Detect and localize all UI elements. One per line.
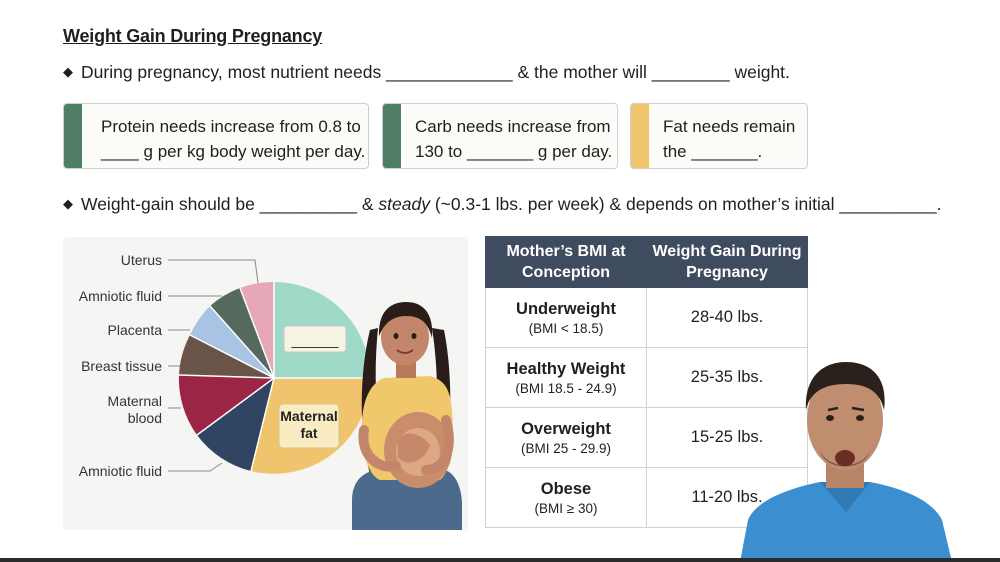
box-text: Fat needs remain the _______. [663, 114, 795, 164]
pie-slice-placenta [190, 306, 274, 378]
table-row: Underweight (BMI < 18.5) 28-40 lbs. [485, 287, 808, 348]
leader-line [168, 462, 223, 472]
table-cell-bmi: Obese (BMI ≥ 30) [485, 467, 647, 528]
pie-slice-maternal-blood [178, 375, 274, 435]
box-line: ____ g per kg body weight per day. [101, 142, 366, 161]
protein-box: Protein needs increase from 0.8 to ____ … [63, 103, 369, 169]
table-cell-gain: 28-40 lbs. [646, 287, 808, 348]
table-cell-gain: 25-35 lbs. [646, 347, 808, 408]
bmi-range: (BMI < 18.5) [528, 320, 604, 336]
box-accent-strip [64, 104, 82, 168]
blank-label-box [283, 325, 347, 353]
box-accent-strip [383, 104, 401, 168]
bullet-text: During pregnancy, most nutrient needs __… [81, 62, 790, 82]
pie-label-uterus: Uterus [120, 252, 162, 268]
bmi-category: Underweight [516, 299, 616, 318]
box-line: 130 to _______ g per day. [415, 142, 613, 161]
bmi-range: (BMI ≥ 30) [534, 500, 598, 516]
box-line: Fat needs remain [663, 117, 796, 136]
pie-label-breast-tissue: Breast tissue [81, 358, 162, 374]
table-cell-bmi: Healthy Weight (BMI 18.5 - 24.9) [485, 347, 647, 408]
box-text: Carb needs increase from 130 to _______ … [415, 114, 612, 164]
pregnant-woman-illustration [352, 302, 462, 530]
table-header-weight-gain: Weight Gain During Pregnancy [646, 236, 808, 288]
diamond-bullet-icon: ◆ [63, 196, 73, 211]
maternal-fat-label-box [278, 403, 340, 449]
pie-label-maternal-blood: Maternal blood [108, 393, 162, 427]
maternal-fat-label-line2: fat [300, 425, 317, 441]
bullet-weight-gain: ◆ Weight-gain should be __________ & stea… [63, 194, 942, 215]
bmi-range: (BMI 18.5 - 24.9) [515, 380, 617, 396]
pie-label-amniotic-fluid-upper: Amniotic fluid [78, 288, 162, 304]
box-accent-strip [631, 104, 649, 168]
table-row: Overweight (BMI 25 - 29.9) 15-25 lbs. [485, 407, 808, 468]
carb-box: Carb needs increase from 130 to _______ … [382, 103, 618, 169]
bullet-text-emph: steady [378, 194, 430, 214]
bottom-border [0, 558, 1000, 562]
box-text: Protein needs increase from 0.8 to ____ … [101, 114, 365, 164]
bmi-range: (BMI 25 - 29.9) [520, 440, 612, 456]
table-row: Healthy Weight (BMI 18.5 - 24.9) 25-35 lb… [485, 347, 808, 408]
pie-slice-amniotic-fluid [197, 378, 274, 471]
bullet-nutrient-needs: ◆ During pregnancy, most nutrient needs _… [63, 62, 790, 83]
leader-line [168, 259, 259, 284]
maternal-fat-label-line1: Maternal [280, 408, 338, 424]
pie-label-placenta: Placenta [107, 322, 162, 338]
pie-slice-breast-tissue [179, 335, 274, 378]
box-line: Protein needs increase from 0.8 to [101, 117, 361, 136]
blank-label-text: ______ [291, 332, 339, 348]
table-header-bmi: Mother’s BMI at Conception [485, 236, 647, 288]
pie-label-amniotic-fluid-lower: Amniotic fluid [78, 463, 162, 479]
table-cell-bmi: Overweight (BMI 25 - 29.9) [485, 407, 647, 468]
diamond-bullet-icon: ◆ [63, 64, 73, 79]
bmi-category: Healthy Weight [506, 359, 626, 378]
page-title: Weight Gain During Pregnancy [63, 26, 323, 46]
bmi-category: Overweight [521, 419, 611, 438]
bullet-text-part1: Weight-gain should be __________ & [81, 194, 379, 214]
pie-label-line: Maternal [107, 393, 162, 409]
fat-box: Fat needs remain the _______. [630, 103, 808, 169]
box-line: the _______. [663, 142, 763, 161]
pie-label-line: blood [127, 410, 162, 426]
bmi-category: Obese [540, 479, 592, 498]
table-cell-bmi: Underweight (BMI < 18.5) [485, 287, 647, 348]
box-line: Carb needs increase from [415, 117, 611, 136]
pie-slice-amniotic-fluid-upper [210, 288, 274, 378]
bullet-text-part2: (~0.3-1 lbs. per week) & depends on moth… [429, 194, 942, 214]
bmi-weight-gain-table: Mother’s BMI at Conception Weight Gain D… [485, 236, 808, 528]
